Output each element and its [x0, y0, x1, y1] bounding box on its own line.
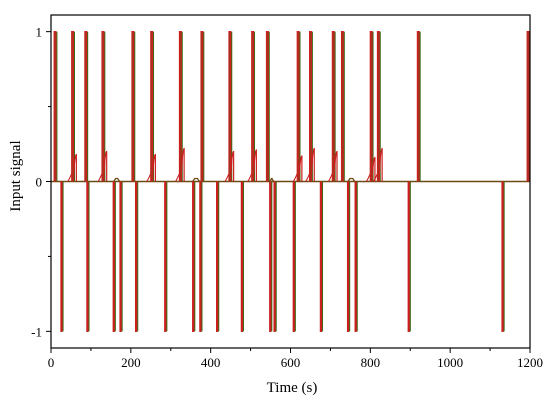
- positive-pulse-3: [97, 31, 108, 182]
- positive-pulse-4: [131, 31, 136, 182]
- x-tick-label-5: 1000: [437, 355, 463, 370]
- x-tick-label-3: 600: [281, 355, 301, 370]
- positive-pulse-2: [84, 31, 89, 182]
- negative-pulse-0: [60, 181, 64, 332]
- positive-pulse-15: [365, 31, 376, 182]
- positive-pulse-11: [292, 31, 303, 182]
- y-tick-label-0: -1: [31, 324, 42, 339]
- negative-pulse-12: [292, 181, 296, 332]
- positive-pulse-6: [175, 31, 185, 182]
- negative-pulse-3: [119, 181, 123, 332]
- negative-pulse-6: [192, 181, 196, 332]
- y-tick-label-2: 1: [36, 25, 43, 40]
- positive-pulse-0: [53, 31, 58, 182]
- positive-pulse-13: [327, 31, 338, 182]
- negative-pulse-1: [86, 181, 90, 332]
- positive-pulse-9: [247, 31, 257, 182]
- plateau-2: [269, 177, 275, 182]
- positive-pulse-17: [416, 31, 421, 182]
- plateau-0: [113, 177, 121, 182]
- y-tick-label-1: 0: [36, 175, 43, 190]
- negative-pulse-9: [240, 181, 245, 332]
- negative-pulse-15: [354, 181, 358, 332]
- positive-pulse-10: [265, 31, 270, 182]
- negative-pulse-11: [273, 181, 277, 332]
- negative-pulse-10: [269, 181, 273, 332]
- positive-pulse-5: [146, 31, 156, 182]
- x-tick-label-4: 800: [361, 355, 381, 370]
- negative-pulse-13: [319, 181, 324, 332]
- positive-pulse-1: [67, 31, 77, 182]
- negative-pulse-16: [407, 181, 411, 332]
- positive-pulse-7: [200, 31, 205, 182]
- negative-pulse-17: [501, 181, 505, 332]
- y-axis-title: Input signal: [8, 140, 24, 211]
- negative-pulse-14: [346, 181, 351, 332]
- data-layer: [51, 31, 531, 332]
- positive-pulse-14: [340, 31, 345, 182]
- positive-pulse-12: [305, 31, 315, 182]
- axes-layer: 0 200 400 600 800 1000 1200 -1 0 1: [31, 25, 543, 370]
- negative-pulse-2: [112, 181, 116, 332]
- negative-pulse-4: [134, 181, 139, 332]
- positive-pulse-8: [224, 31, 235, 182]
- x-tick-label-1: 200: [121, 355, 141, 370]
- x-tick-label-6: 1200: [517, 355, 543, 370]
- negative-pulse-7: [199, 181, 203, 332]
- x-tick-label-0: 0: [48, 355, 55, 370]
- plateau-1: [192, 177, 201, 182]
- negative-pulse-5: [164, 181, 168, 332]
- x-tick-label-2: 400: [201, 355, 221, 370]
- plateau-3: [347, 177, 356, 182]
- x-axis-title: Time (s): [267, 380, 318, 396]
- positive-pulse-16: [373, 31, 383, 182]
- negative-pulse-8: [216, 181, 220, 332]
